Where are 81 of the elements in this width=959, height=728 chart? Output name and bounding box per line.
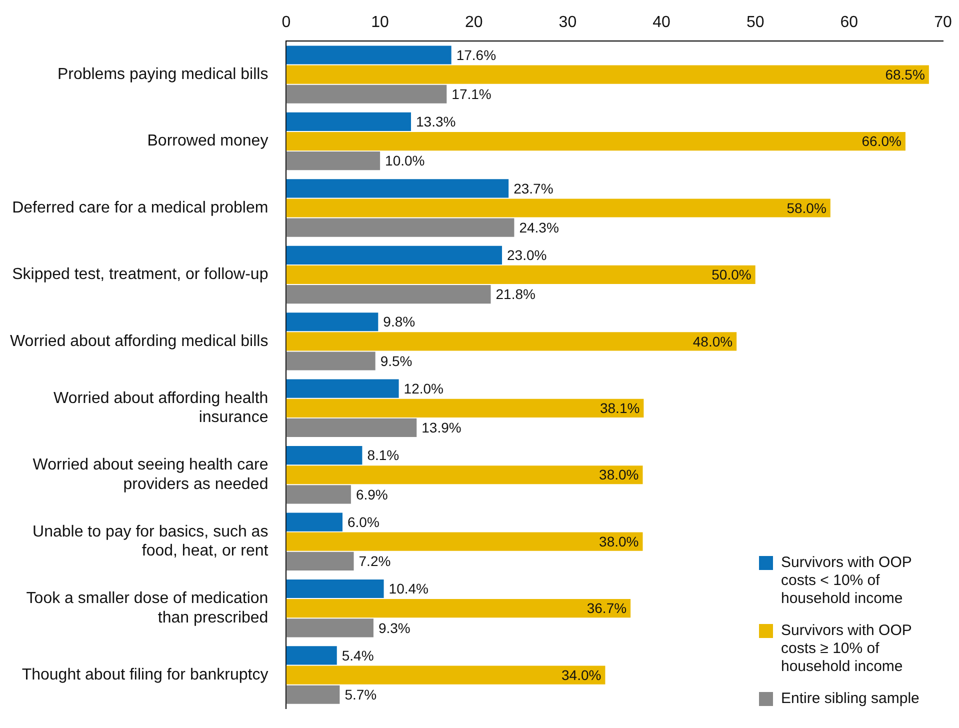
y-tick-label: Worried about affording medical bills	[10, 332, 268, 350]
legend-label: Entire sibling sample	[781, 690, 920, 708]
x-tick-label: 60	[840, 14, 858, 32]
bar	[286, 379, 399, 398]
bar	[286, 112, 411, 132]
bar	[286, 218, 514, 237]
x-tick-label: 0	[282, 14, 291, 32]
bar	[286, 579, 384, 598]
bar	[286, 646, 337, 665]
data-label: 5.7%	[344, 686, 377, 702]
bar	[286, 132, 906, 151]
data-label: 17.1%	[452, 86, 492, 102]
bar	[286, 398, 644, 418]
data-label: 23.0%	[507, 247, 547, 264]
bar	[286, 485, 351, 504]
data-label: 68.5%	[885, 66, 925, 82]
data-label: 10.0%	[385, 152, 425, 169]
data-label: 38.0%	[599, 533, 639, 550]
data-label: 17.6%	[456, 46, 496, 63]
bar	[286, 84, 447, 104]
data-label: 9.8%	[383, 314, 416, 330]
bar	[286, 666, 606, 684]
y-tick-label: Deferred care for a medical problem	[12, 199, 268, 216]
bar	[286, 152, 380, 170]
bar	[286, 466, 643, 484]
bar	[286, 418, 417, 438]
data-label: 23.7%	[514, 180, 554, 196]
x-tick-label: 10	[371, 14, 390, 32]
x-tick-label: 40	[652, 14, 671, 32]
bar	[286, 246, 502, 264]
bar	[286, 179, 509, 198]
y-tick-label: Took a smaller dose of medication than prescribed	[26, 590, 268, 626]
data-label: 24.3%	[519, 219, 559, 236]
y-tick-label: Borrowed money	[147, 132, 268, 150]
legend-label: Survivors with OOP costs ≥ 10% of household income	[781, 622, 913, 676]
data-label: 9.3%	[378, 620, 410, 636]
bar	[286, 198, 830, 218]
data-label: 13.9%	[422, 420, 462, 436]
data-label: 38.1%	[600, 400, 640, 416]
data-label: 6.9%	[356, 486, 388, 502]
bar	[286, 312, 378, 332]
data-label: 21.8%	[496, 286, 536, 302]
data-label: 50.0%	[712, 266, 752, 283]
bar	[286, 284, 491, 304]
data-label: 5.4%	[342, 647, 374, 664]
data-label: 34.0%	[562, 666, 602, 683]
bar	[286, 352, 376, 370]
x-tick-label: 50	[746, 14, 764, 32]
legend-label: Survivors with OOP costs < 10% of household income	[781, 554, 913, 608]
bar	[286, 618, 374, 638]
bar	[286, 65, 929, 84]
data-label: 36.7%	[586, 600, 627, 616]
y-tick-label: Thought about filing for bankruptcy	[22, 666, 268, 684]
bar	[286, 552, 354, 570]
data-label: 58.0%	[786, 200, 826, 216]
bar	[286, 512, 343, 532]
bar	[286, 332, 737, 351]
x-tick-label: 20	[464, 14, 483, 32]
x-tick-label: 30	[558, 14, 577, 32]
data-label: 66.0%	[862, 133, 902, 150]
x-tick-label: 70	[934, 14, 952, 32]
y-tick-label: Skipped test, treatment, or follow-up	[12, 266, 268, 284]
bar	[286, 46, 452, 64]
data-label: 8.1%	[367, 447, 400, 464]
y-tick-label: Unable to pay for basics, such as food, heat, or rent	[32, 523, 269, 560]
bar	[286, 446, 362, 465]
bar	[286, 599, 631, 618]
data-label: 10.4%	[388, 580, 428, 597]
bar	[286, 685, 340, 704]
bar	[286, 265, 756, 284]
data-label: 13.3%	[416, 114, 456, 130]
y-tick-label: Worried about affording health insurance	[54, 390, 268, 426]
data-label: 12.0%	[404, 380, 444, 396]
data-label: 38.0%	[599, 466, 639, 483]
data-label: 48.0%	[692, 333, 733, 350]
y-tick-label: Problems paying medical bills	[57, 66, 268, 83]
y-tick-label: Worried about seeing health care providers as needed	[32, 456, 268, 493]
bar	[286, 532, 643, 551]
data-label: 6.0%	[348, 514, 380, 530]
data-label: 9.5%	[380, 352, 412, 369]
data-label: 7.2%	[358, 553, 391, 570]
